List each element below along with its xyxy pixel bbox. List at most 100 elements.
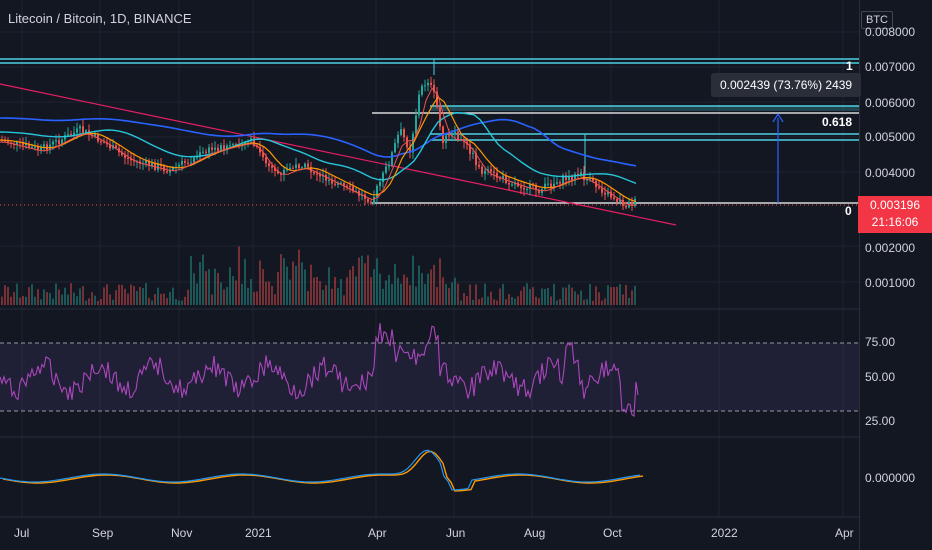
candle-body xyxy=(214,147,216,150)
volume-bar xyxy=(523,286,525,305)
candle-body xyxy=(277,171,279,174)
volume-bar xyxy=(97,300,99,305)
candle-body xyxy=(376,185,378,197)
candle-body xyxy=(616,198,618,202)
rsi-tick: 25.00 xyxy=(865,414,896,428)
candle-body xyxy=(403,129,405,138)
trend-line[interactable] xyxy=(0,83,677,226)
volume-bar xyxy=(619,284,621,305)
volume-bar xyxy=(367,255,369,305)
candle-body xyxy=(226,145,228,151)
candle-body xyxy=(388,165,390,167)
chart-title[interactable]: Litecoin / Bitcoin, 1D, BINANCE xyxy=(8,11,192,26)
candle-body xyxy=(100,141,102,143)
candle-body xyxy=(295,164,297,168)
candle-body xyxy=(268,163,270,166)
time-tick: Jun xyxy=(446,526,466,540)
volume-bar xyxy=(88,298,90,305)
candle-body xyxy=(181,161,183,165)
volume-bar xyxy=(325,285,327,305)
candle-body xyxy=(292,167,294,169)
volume-bar xyxy=(121,284,123,305)
volume-bar xyxy=(1,296,3,305)
volume-bar xyxy=(274,294,276,305)
volume-bar xyxy=(538,298,540,305)
candle-body xyxy=(382,172,384,182)
measure-arrow[interactable] xyxy=(772,112,784,203)
volume-bar xyxy=(463,293,465,305)
moving-average-mid xyxy=(0,111,637,185)
volume-bar xyxy=(406,277,408,305)
candle-body xyxy=(496,173,498,178)
candle-body xyxy=(304,163,306,168)
candle-body xyxy=(391,152,393,166)
currency-label[interactable]: BTC xyxy=(861,11,893,29)
candle-body xyxy=(349,185,351,187)
price-axis[interactable] xyxy=(859,0,932,550)
candle-body xyxy=(121,152,123,155)
volume-bar xyxy=(28,287,30,305)
volume-bar xyxy=(625,284,627,305)
candle-body xyxy=(598,187,600,189)
volume-bar xyxy=(424,283,426,305)
rsi-tick: 75.00 xyxy=(865,335,896,349)
candle-body xyxy=(451,134,453,136)
volume-bar xyxy=(205,271,207,305)
candle-body xyxy=(298,164,300,169)
candle-body xyxy=(103,141,105,143)
volume-bar xyxy=(187,289,189,305)
candle-body xyxy=(337,183,339,185)
moving-average-fast xyxy=(0,87,637,206)
volume-bar xyxy=(421,273,423,305)
volume-bar xyxy=(124,288,126,305)
candle-body xyxy=(199,152,201,158)
candle-body xyxy=(580,172,582,176)
price-tick: 0.004000 xyxy=(865,166,916,180)
candle-body xyxy=(211,147,213,150)
candle-body xyxy=(124,154,126,158)
candle-body xyxy=(274,167,276,172)
volume-bar xyxy=(382,288,384,305)
volume-bar xyxy=(289,279,291,305)
candle-body xyxy=(568,175,570,181)
volume-bar xyxy=(106,284,108,305)
volume-bar xyxy=(184,296,186,305)
volume-bar xyxy=(472,299,474,305)
volume-bar xyxy=(46,292,48,305)
candle-body xyxy=(232,144,234,146)
volume-bar xyxy=(190,255,192,305)
volume-bar xyxy=(559,299,561,305)
volume-bar xyxy=(448,288,450,305)
candle-body xyxy=(352,186,354,192)
volume-bar xyxy=(565,287,567,305)
candle-body xyxy=(208,147,210,153)
volume-bar xyxy=(346,277,348,305)
price-tick: 0.002000 xyxy=(865,241,916,255)
candle-body xyxy=(235,144,237,146)
candle-body xyxy=(454,131,456,135)
volume-bar xyxy=(355,276,357,305)
candle-body xyxy=(73,132,75,136)
chart-canvas[interactable] xyxy=(0,0,859,550)
volume-bar xyxy=(148,297,150,305)
volume-bar xyxy=(505,299,507,305)
candle-body xyxy=(286,169,288,171)
volume-bar xyxy=(160,293,162,305)
candle-body xyxy=(70,134,72,136)
volume-bar xyxy=(103,287,105,305)
candle-body xyxy=(526,188,528,190)
price-tick: 0.006000 xyxy=(865,96,916,110)
volume-bar xyxy=(502,283,504,305)
volume-bar xyxy=(151,300,153,305)
volume-bar xyxy=(112,299,114,305)
volume-bar xyxy=(304,269,306,305)
volume-bar xyxy=(37,289,39,305)
candle-body xyxy=(271,165,273,168)
candle-body xyxy=(379,181,381,186)
candle-body xyxy=(343,182,345,186)
volume-bar xyxy=(469,284,471,305)
price-tick: 0.007000 xyxy=(865,60,916,74)
volume-bar xyxy=(298,249,300,305)
volume-bar xyxy=(52,298,54,305)
volume-bar xyxy=(166,298,168,305)
